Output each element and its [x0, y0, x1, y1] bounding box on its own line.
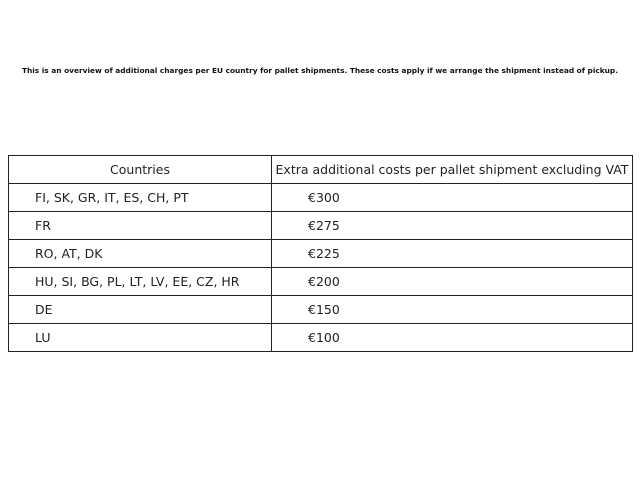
table-row: RO, AT, DK €225	[8, 239, 633, 268]
table-row: DE €150	[8, 295, 633, 324]
countries-cell: LU	[8, 323, 272, 352]
table-row: FR €275	[8, 211, 633, 240]
table-row: HU, SI, BG, PL, LT, LV, EE, CZ, HR €200	[8, 267, 633, 296]
countries-cell: FI, SK, GR, IT, ES, CH, PT	[8, 183, 272, 212]
cost-cell: €100	[271, 323, 633, 352]
table-header-row: Countries Extra additional costs per pal…	[8, 155, 633, 184]
pallet-costs-table: Countries Extra additional costs per pal…	[8, 155, 633, 352]
cost-cell: €275	[271, 211, 633, 240]
cost-cell: €150	[271, 295, 633, 324]
header-countries: Countries	[8, 155, 272, 184]
countries-cell: RO, AT, DK	[8, 239, 272, 268]
cost-cell: €225	[271, 239, 633, 268]
cost-cell: €300	[271, 183, 633, 212]
header-extra-costs: Extra additional costs per pallet shipme…	[271, 155, 633, 184]
cost-cell: €200	[271, 267, 633, 296]
countries-cell: DE	[8, 295, 272, 324]
table-row: FI, SK, GR, IT, ES, CH, PT €300	[8, 183, 633, 212]
table-row: LU €100	[8, 323, 633, 352]
countries-cell: FR	[8, 211, 272, 240]
countries-cell: HU, SI, BG, PL, LT, LV, EE, CZ, HR	[8, 267, 272, 296]
intro-text: This is an overview of additional charge…	[21, 66, 619, 75]
